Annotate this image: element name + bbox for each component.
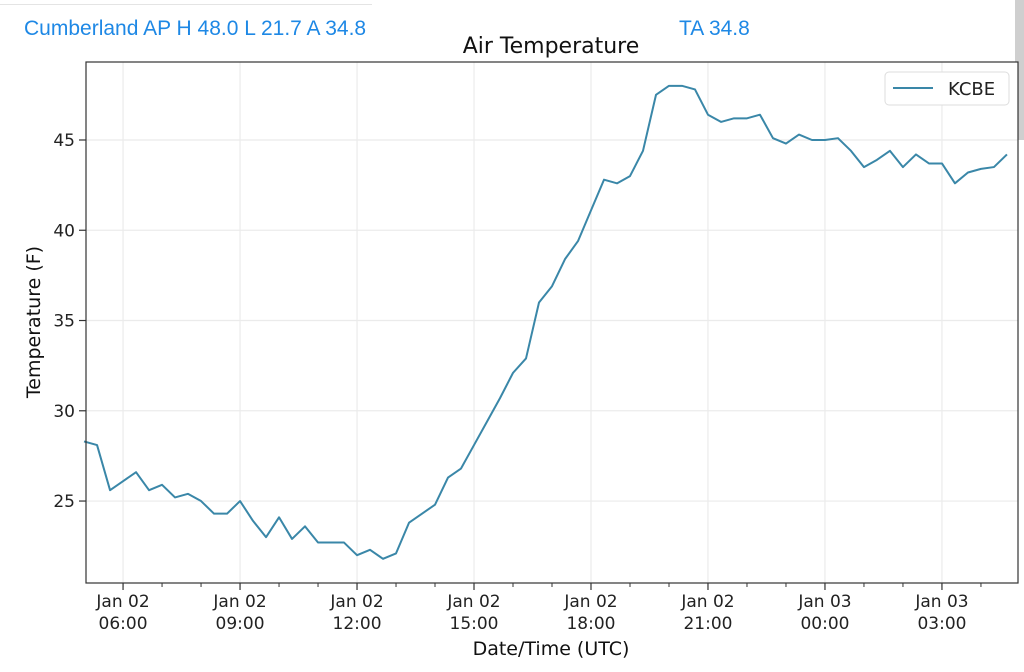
y-tick-label: 45 [53, 131, 75, 151]
x-tick-label-time: 21:00 [683, 614, 732, 634]
plot-area [86, 62, 1018, 583]
legend-label: KCBE [948, 79, 995, 100]
x-tick-label-time: 03:00 [917, 614, 966, 634]
series-line-kcbe [83, 84, 1008, 560]
x-tick-label-time: 06:00 [99, 614, 148, 634]
legend-box [884, 71, 1010, 106]
station-summary: Cumberland AP H 48.0 L 21.7 A 34.8 [24, 17, 367, 40]
y-tick-label: 30 [53, 402, 75, 422]
x-tick-label-date: Jan 02 [563, 592, 617, 612]
x-axis-label: Date/Time (UTC) [473, 638, 630, 660]
plot-frame [85, 61, 1019, 584]
y-axis-label: Temperature (F) [23, 246, 45, 399]
scrollbar[interactable] [1015, 0, 1024, 140]
x-tick-label-time: 09:00 [216, 614, 265, 634]
chart-title: Air Temperature [463, 34, 640, 59]
header-divider [0, 4, 372, 5]
x-tick-label-date: Jan 03 [914, 592, 968, 612]
y-tick-label: 35 [53, 312, 75, 332]
x-tick-label-date: Jan 02 [212, 592, 266, 612]
x-tick-label-time: 15:00 [450, 614, 499, 634]
ta-summary: TA 34.8 [679, 17, 750, 40]
y-tick-label: 40 [53, 221, 75, 241]
x-tick-label-date: Jan 02 [95, 592, 149, 612]
x-tick-label-date: Jan 03 [797, 592, 851, 612]
x-tick-label-date: Jan 02 [329, 592, 383, 612]
x-tick-label-time: 18:00 [566, 614, 615, 634]
x-tick-label-date: Jan 02 [680, 592, 734, 612]
y-tick-label: 25 [53, 492, 75, 512]
x-tick-label-time: 00:00 [800, 614, 849, 634]
x-tick-label-date: Jan 02 [446, 592, 500, 612]
x-tick-label-time: 12:00 [333, 614, 382, 634]
